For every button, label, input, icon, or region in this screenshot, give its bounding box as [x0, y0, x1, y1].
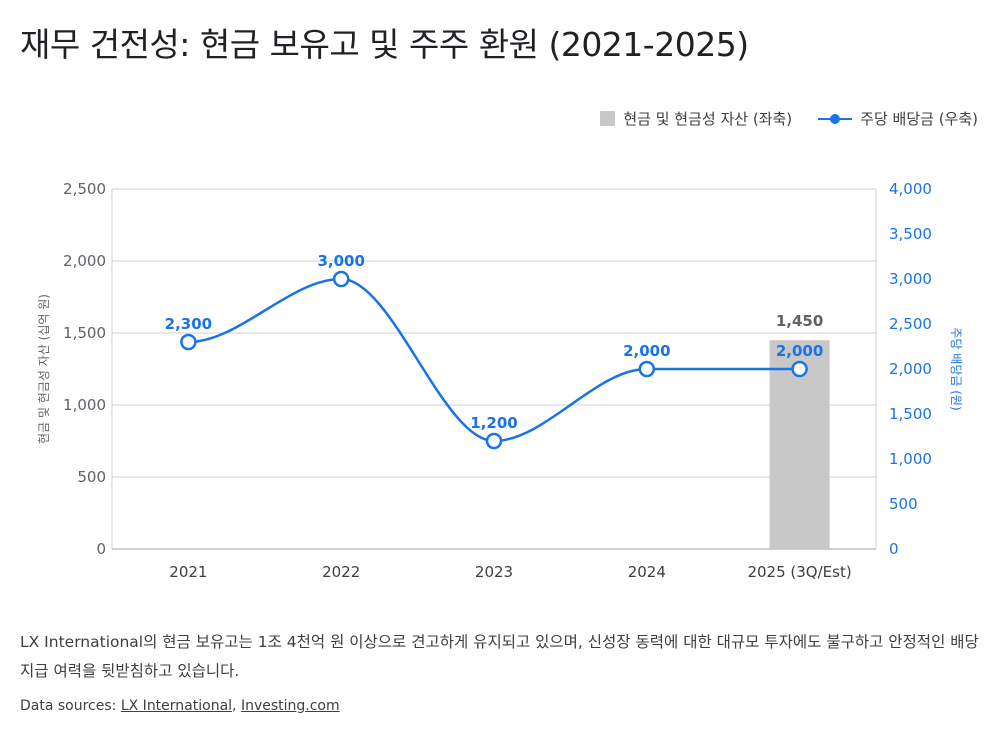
sources-separator: ,	[232, 698, 241, 714]
right-tick-label: 500	[889, 495, 918, 513]
dividend-data-label: 2,000	[776, 342, 823, 360]
dividend-point	[791, 360, 808, 378]
legend-label-cash: 현금 및 현금성 자산 (좌축)	[623, 110, 793, 128]
dividend-line	[188, 277, 800, 443]
left-tick-label: 500	[77, 468, 106, 486]
data-sources: Data sources: LX International, Investin…	[20, 698, 340, 714]
bar-data-label: 1,450	[776, 312, 823, 330]
right-tick-label: 2,500	[889, 315, 932, 333]
sources-prefix: Data sources:	[20, 698, 121, 714]
right-tick-label: 3,500	[889, 225, 932, 243]
dividend-point	[180, 333, 197, 351]
dividend-point	[332, 270, 350, 288]
legend-item-cash[interactable]: 현금 및 현금성 자산 (좌축)	[600, 108, 792, 129]
dividend-data-label: 3,000	[317, 252, 364, 270]
combo-chart: 0 500 1,000 1,500 2,000 2,500 0 500 1,000 1,500 2,…	[37, 180, 963, 581]
right-tick-label: 1,000	[889, 450, 932, 468]
legend-item-dividend[interactable]: 주당 배당금 (우축)	[818, 108, 978, 129]
left-tick-label: 0	[96, 540, 106, 558]
x-tick-label: 2025 (3Q/Est)	[747, 563, 851, 581]
dividend-data-label: 2,300	[165, 315, 212, 333]
source-link-investing[interactable]: Investing.com	[240, 698, 340, 714]
dividend-data-label: 1,200	[470, 414, 517, 432]
dividend-point	[638, 360, 656, 378]
left-tick-label: 1,000	[63, 396, 106, 414]
x-tick-label: 2021	[169, 563, 207, 581]
left-tick-label: 2,000	[63, 252, 106, 270]
chart-title: 재무 건전성: 현금 보유고 및 주주 환원 (2021-2025)	[20, 25, 749, 64]
x-tick-label: 2024	[628, 563, 666, 581]
legend-label-dividend: 주당 배당금 (우축)	[860, 110, 978, 128]
x-tick-label: 2022	[322, 563, 360, 581]
right-tick-label: 3,000	[889, 270, 932, 288]
right-tick-label: 2,000	[889, 360, 932, 378]
left-tick-label: 1,500	[63, 324, 106, 342]
legend-swatch-line	[818, 113, 853, 125]
legend-swatch-bar	[600, 111, 616, 126]
left-axis-title: 현금 및 현금성 자산 (십억 원)	[37, 294, 51, 444]
right-tick-label: 0	[889, 540, 899, 558]
dividend-point	[485, 432, 503, 450]
right-tick-label: 4,000	[889, 180, 932, 198]
dividend-data-label: 2,000	[623, 342, 670, 360]
right-axis-title: 주당 배당금 (원)	[949, 327, 963, 410]
left-tick-label: 2,500	[63, 180, 106, 198]
right-tick-label: 1,500	[889, 405, 932, 423]
chart-description: LX International의 현금 보유고는 1조 4천억 원 이상으로 …	[20, 633, 979, 680]
x-tick-label: 2023	[475, 563, 513, 581]
source-link-lx[interactable]: LX International	[120, 698, 233, 714]
chart-legend: 현금 및 현금성 자산 (좌축) 주당 배당금 (우축)	[600, 108, 978, 129]
